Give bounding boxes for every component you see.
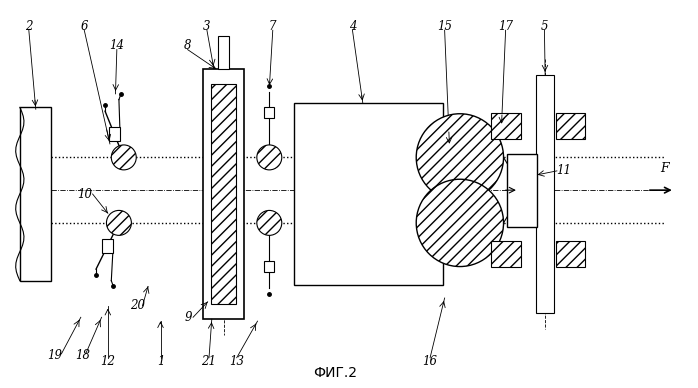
Bar (265, 262, 274, 272)
Bar (556, 113, 586, 139)
Circle shape (257, 145, 282, 170)
Bar (20, 107, 51, 281)
Text: 8: 8 (184, 39, 191, 52)
Text: 14: 14 (110, 39, 124, 52)
Circle shape (111, 145, 136, 170)
Text: 12: 12 (101, 355, 115, 368)
Circle shape (257, 210, 282, 236)
Bar (507, 154, 537, 227)
Text: 9: 9 (184, 311, 192, 324)
Bar (211, 84, 236, 304)
Bar (491, 241, 521, 267)
Circle shape (416, 179, 503, 267)
Text: 3: 3 (203, 20, 211, 33)
Text: 10: 10 (77, 187, 91, 201)
Bar (204, 69, 244, 319)
Bar (536, 74, 554, 314)
Text: ФИГ.2: ФИГ.2 (313, 366, 357, 380)
Bar (491, 113, 521, 139)
Text: 15: 15 (437, 20, 452, 33)
Bar (556, 241, 586, 267)
Text: 2: 2 (25, 20, 33, 33)
Circle shape (107, 210, 131, 236)
Text: F: F (660, 163, 669, 175)
Text: 21: 21 (202, 355, 216, 368)
Text: 1: 1 (157, 355, 164, 368)
Text: 7: 7 (269, 20, 276, 33)
Bar (218, 36, 229, 69)
Text: 13: 13 (229, 355, 244, 368)
Text: 18: 18 (75, 349, 90, 362)
Text: 17: 17 (498, 20, 513, 33)
Text: 6: 6 (80, 20, 88, 33)
Text: 20: 20 (130, 299, 145, 312)
Text: 11: 11 (556, 165, 572, 177)
Text: 5: 5 (541, 20, 548, 33)
Circle shape (416, 114, 503, 201)
Text: 16: 16 (422, 355, 438, 368)
Bar (265, 107, 274, 118)
Bar (109, 127, 120, 141)
Text: 19: 19 (47, 349, 62, 362)
Bar (102, 239, 113, 253)
Bar (294, 104, 443, 284)
Text: 4: 4 (349, 20, 356, 33)
